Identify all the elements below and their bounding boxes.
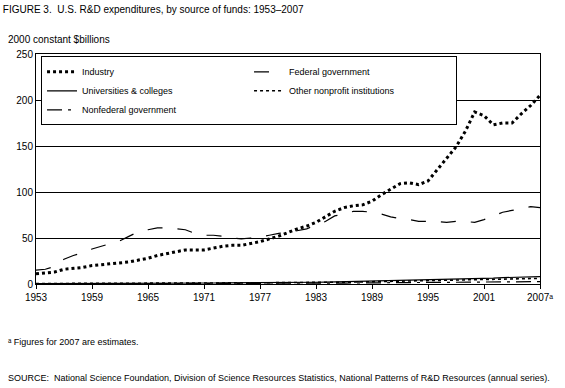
svg-text:1977: 1977	[249, 292, 272, 303]
svg-text:1965: 1965	[137, 292, 160, 303]
svg-text:Federal government: Federal government	[289, 67, 370, 77]
svg-text:SOURCE: National Science Foun: SOURCE: National Science Foundation, Div…	[8, 373, 550, 383]
svg-text:250: 250	[16, 49, 33, 60]
svg-text:FIGURE 3. U.S. R&D expenditur: FIGURE 3. U.S. R&D expenditures, by sour…	[3, 4, 304, 15]
svg-text:2001: 2001	[473, 292, 496, 303]
svg-text:Other nonprofit institutions: Other nonprofit institutions	[289, 86, 395, 96]
svg-text:0: 0	[27, 279, 33, 290]
svg-text:2007ᵃ: 2007ᵃ	[527, 292, 553, 303]
svg-text:1971: 1971	[193, 292, 216, 303]
svg-text:1983: 1983	[305, 292, 328, 303]
svg-text:200: 200	[16, 95, 33, 106]
svg-text:150: 150	[16, 141, 33, 152]
svg-text:Universities & colleges: Universities & colleges	[82, 86, 173, 96]
svg-text:ᵃ Figures for 2007 are estimat: ᵃ Figures for 2007 are estimates.	[8, 337, 138, 347]
svg-text:1959: 1959	[81, 292, 104, 303]
svg-text:50: 50	[22, 233, 34, 244]
svg-text:1995: 1995	[417, 292, 440, 303]
svg-text:1953: 1953	[25, 292, 48, 303]
svg-text:Industry: Industry	[82, 67, 115, 77]
svg-text:Nonfederal government: Nonfederal government	[82, 105, 177, 115]
svg-text:100: 100	[16, 187, 33, 198]
svg-text:2000 constant $billions: 2000 constant $billions	[8, 34, 110, 45]
svg-text:1989: 1989	[361, 292, 384, 303]
